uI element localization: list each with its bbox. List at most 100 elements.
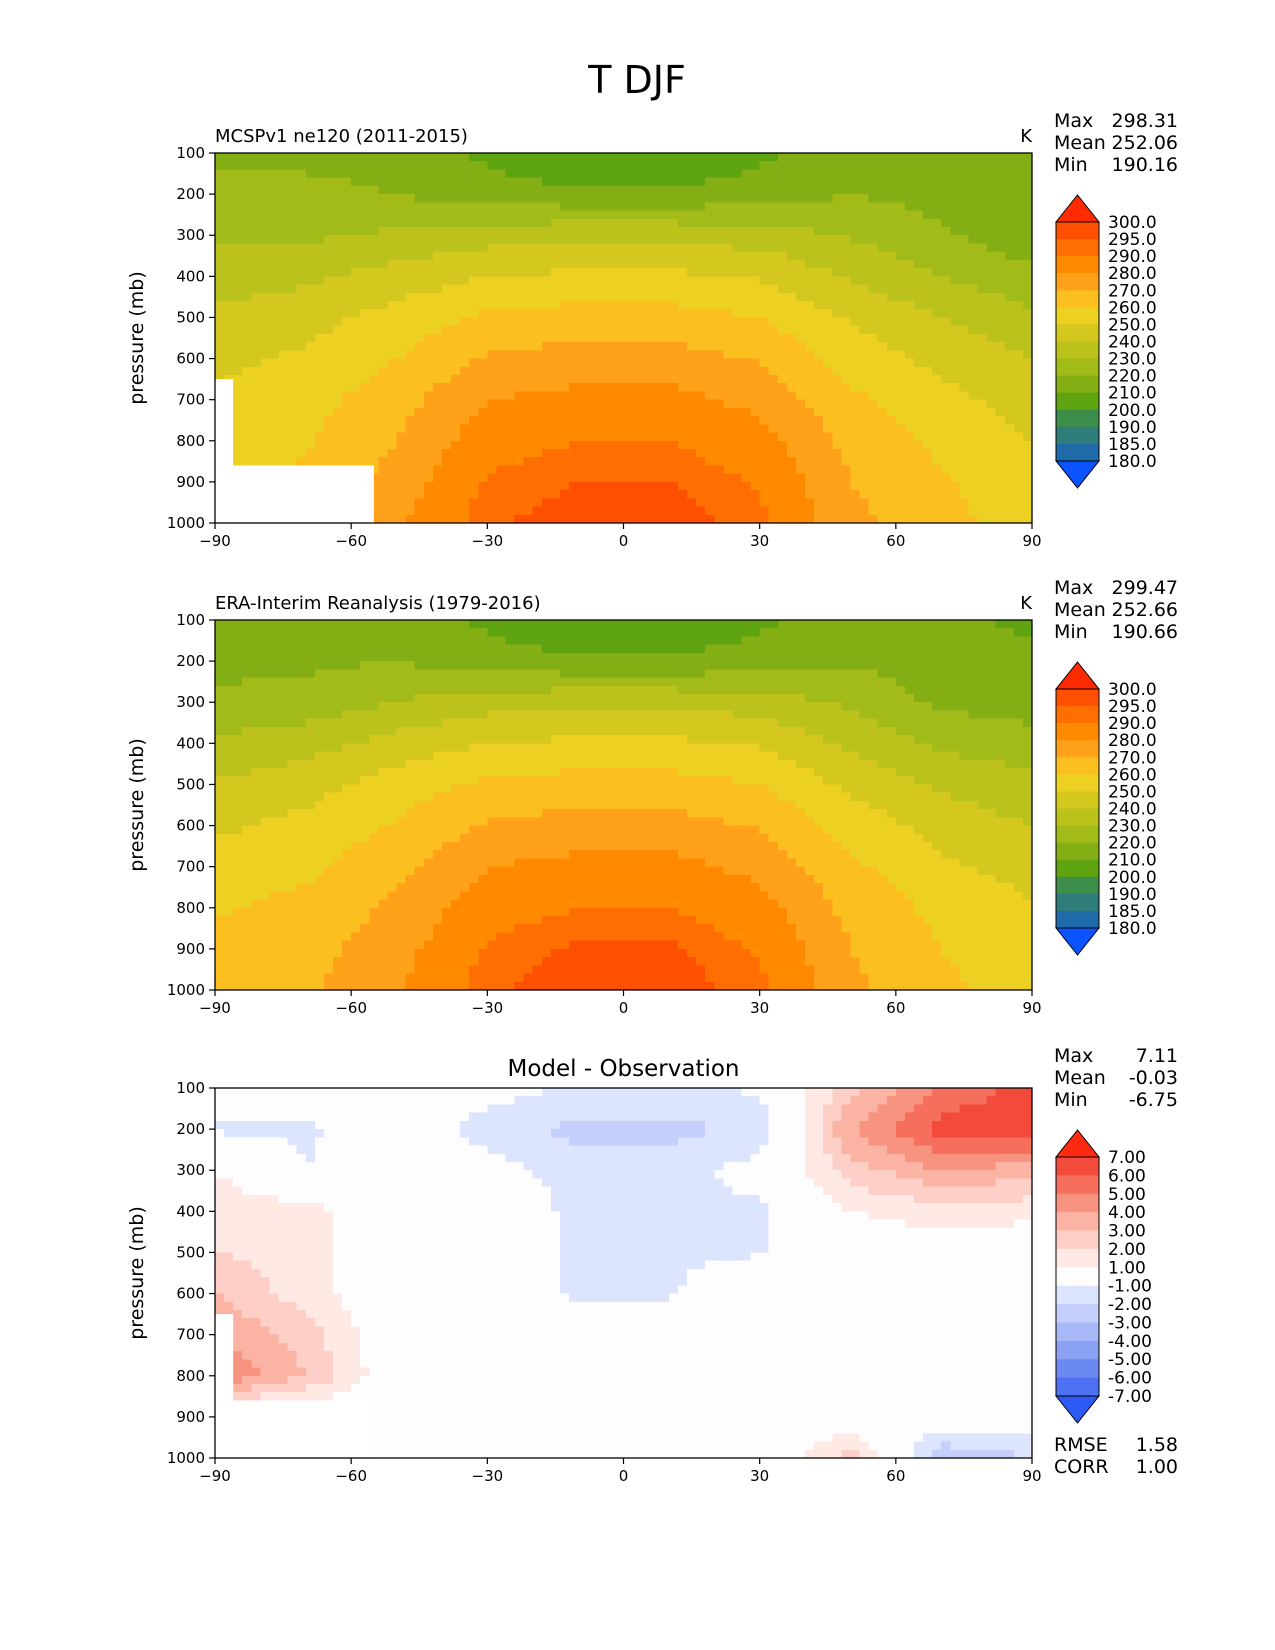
field-cell: [314, 800, 325, 810]
x-tick-label: 90: [1022, 532, 1041, 550]
field-cell: [632, 177, 643, 187]
field-cell: [750, 169, 761, 179]
field-cell: [305, 185, 316, 195]
field-cell: [360, 350, 370, 360]
field-cell: [314, 161, 325, 171]
field-cell: [305, 825, 316, 835]
field-cell: [587, 432, 597, 442]
field-cell: [387, 284, 398, 294]
field-cell: [369, 276, 379, 286]
field-cell: [795, 202, 806, 212]
field-cell: [514, 325, 525, 335]
field-cell: [632, 375, 643, 384]
field-cell: [932, 284, 942, 294]
field-cell: [623, 210, 634, 220]
field-cell: [314, 432, 325, 442]
field-cell: [814, 407, 824, 417]
field-cell: [378, 735, 389, 744]
field-cell: [278, 218, 289, 228]
field-cell: [333, 685, 343, 695]
field-cell: [805, 399, 815, 409]
field-cell: [650, 235, 661, 245]
field-cell: [596, 202, 606, 212]
field-cell: [523, 185, 534, 195]
field-cell: [859, 407, 870, 417]
field-cell: [714, 465, 724, 475]
field-cell: [333, 342, 343, 351]
field-cell: [732, 375, 743, 384]
field-cell: [632, 276, 643, 286]
field-cell: [387, 227, 398, 236]
field-cell: [795, 481, 806, 491]
field-cell: [868, 202, 879, 212]
field-cell: [532, 457, 543, 467]
field-cell: [859, 325, 870, 335]
field-cell: [269, 366, 280, 376]
field-cell: [360, 735, 370, 744]
field-cell: [777, 358, 788, 368]
field-cell: [950, 498, 960, 508]
field-cell: [242, 284, 252, 294]
field-cell: [287, 702, 298, 712]
field-cell: [278, 628, 289, 638]
field-cell: [541, 227, 552, 236]
field-cell: [968, 259, 979, 269]
field-cell: [977, 498, 988, 508]
field-cell: [369, 948, 379, 958]
field-cell: [305, 907, 316, 917]
field-cell: [469, 432, 479, 442]
field-cell: [777, 498, 788, 508]
field-cell: [814, 498, 824, 508]
field-cell: [496, 251, 507, 261]
field-cell: [650, 161, 661, 171]
field-cell: [1013, 301, 1024, 310]
field-cell: [832, 333, 842, 343]
field-cell: [986, 177, 997, 187]
field-cell: [977, 169, 988, 179]
field-cell: [859, 161, 870, 171]
field-cell: [342, 399, 352, 409]
field-cell: [714, 473, 724, 483]
field-cell: [877, 259, 888, 269]
field-cell: [687, 218, 697, 228]
field-cell: [333, 899, 343, 909]
field-cell: [387, 694, 398, 703]
field-cell: [532, 383, 543, 393]
field-cell: [432, 416, 443, 425]
field-cell: [523, 366, 534, 376]
field-cell: [269, 399, 280, 409]
field-cell: [251, 301, 261, 310]
field-cell: [959, 153, 970, 162]
field-cell: [423, 424, 434, 434]
field-cell: [632, 292, 643, 302]
field-cell: [968, 202, 979, 212]
field-cell: [242, 424, 252, 434]
field-cell: [487, 251, 498, 261]
field-cell: [886, 235, 897, 245]
field-cell: [650, 514, 661, 524]
field-cell: [650, 432, 661, 442]
field-cell: [323, 342, 334, 351]
field-cell: [768, 375, 779, 384]
field-cell: [296, 702, 307, 712]
field-cell: [832, 465, 842, 475]
field-cell: [705, 243, 715, 253]
field-cell: [950, 202, 960, 212]
field-cell: [351, 800, 361, 810]
field-cell: [269, 243, 280, 253]
field-cell: [777, 342, 788, 351]
field-cell: [432, 161, 443, 171]
field-cell: [242, 399, 252, 409]
field-cell: [814, 342, 824, 351]
field-cell: [559, 481, 570, 491]
field-cell: [578, 481, 588, 491]
field-cell: [1004, 375, 1015, 384]
field-cell: [432, 366, 443, 376]
field-cell: [278, 874, 289, 884]
field-cell: [369, 449, 379, 458]
field-cell: [260, 620, 271, 629]
field-cell: [923, 449, 933, 458]
field-cell: [305, 940, 316, 950]
field-cell: [1013, 490, 1024, 499]
field-cell: [768, 317, 779, 327]
